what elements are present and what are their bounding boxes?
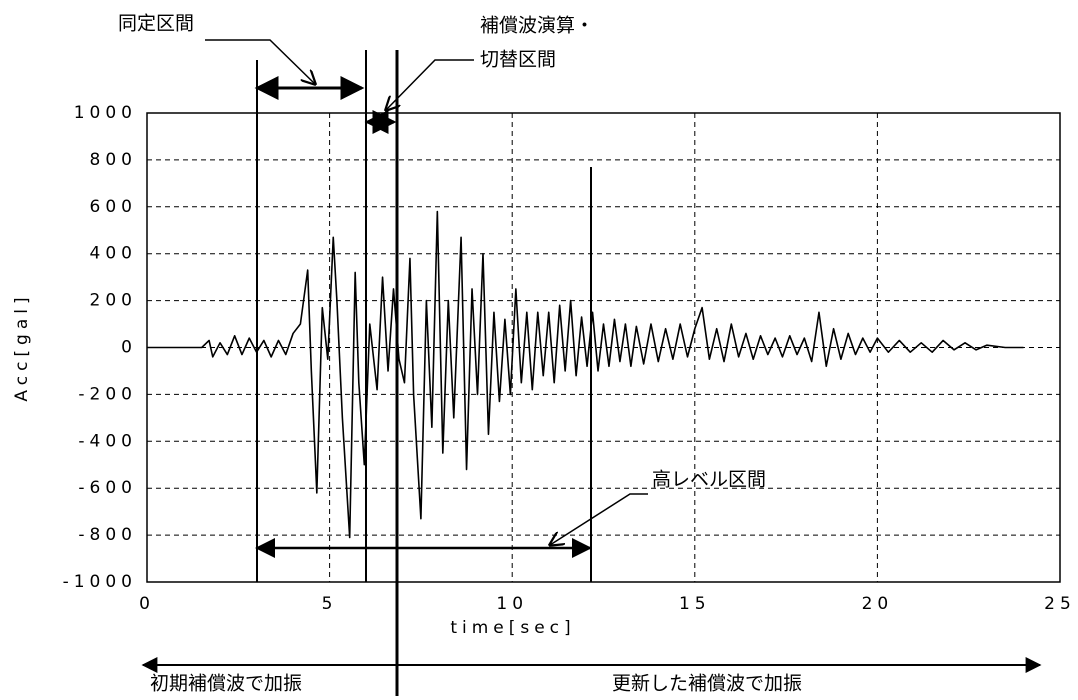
x-tick-label: 0 (139, 594, 155, 614)
annotation: 更新した補償波で加振 (612, 673, 802, 695)
y-tick-label: -200 (78, 384, 137, 404)
y-tick-label: 1000 (74, 103, 137, 123)
x-tick-label: 20 (862, 594, 894, 614)
annotation: 高レベル区間 (652, 469, 766, 491)
x-tick-label: 5 (322, 594, 338, 614)
y-tick-label: 600 (90, 197, 137, 217)
x-tick-label: 15 (679, 594, 711, 614)
annotation: 同定区間 (118, 13, 194, 35)
x-tick-label: 10 (496, 594, 528, 614)
y-tick-label: -1000 (63, 572, 137, 592)
y-tick-label: -600 (78, 478, 137, 498)
x-tick-label: 25 (1044, 594, 1076, 614)
y-axis-label: Acc[gal] (12, 292, 32, 401)
y-tick-label: 400 (90, 244, 137, 264)
leader (386, 59, 474, 110)
leader (205, 39, 315, 84)
annotation: 補償波演算・ (480, 15, 594, 37)
data-line (147, 210, 1024, 539)
x-axis-label: time[sec] (450, 618, 575, 638)
y-tick-label: 200 (90, 291, 137, 311)
annotation: 切替区間 (480, 49, 556, 71)
y-tick-label: 800 (90, 150, 137, 170)
annotations (141, 39, 1042, 696)
annotation: 初期補償波で加振 (150, 673, 302, 695)
y-tick-label: -400 (78, 431, 137, 451)
y-tick-label: -800 (78, 525, 137, 545)
leader (550, 493, 648, 545)
y-tick-label: 0 (121, 338, 137, 358)
